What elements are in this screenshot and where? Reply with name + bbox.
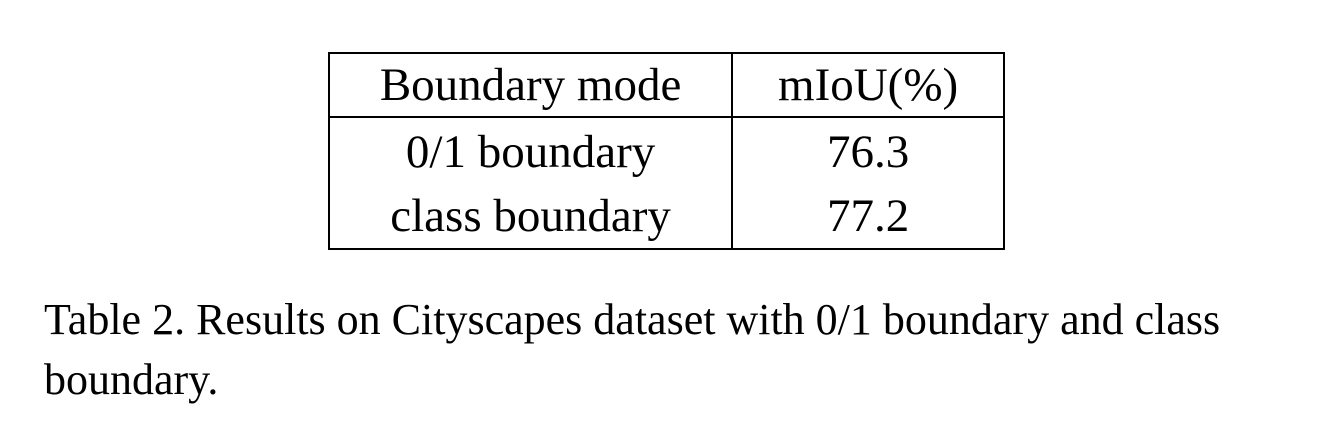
table-header-row: Boundary mode mIoU(%) <box>329 53 1004 118</box>
cell-miou: 76.3 <box>826 125 910 178</box>
table-caption: Table 2. Results on Cityscapes dataset w… <box>44 295 1221 404</box>
cell-miou: 77.2 <box>826 189 910 242</box>
cell-boundary-mode: class boundary <box>329 184 734 249</box>
table-row: class boundary 77.2 <box>329 184 1004 249</box>
header-miou: mIoU(%) <box>732 53 1004 118</box>
cell-boundary-mode: 0/1 boundary <box>329 117 734 184</box>
header-boundary-mode: Boundary mode <box>329 53 734 118</box>
table-row: 0/1 boundary 76.3 <box>329 117 1004 184</box>
results-table: Boundary mode mIoU(%) 0/1 boundary 76.3 … <box>328 52 1005 250</box>
